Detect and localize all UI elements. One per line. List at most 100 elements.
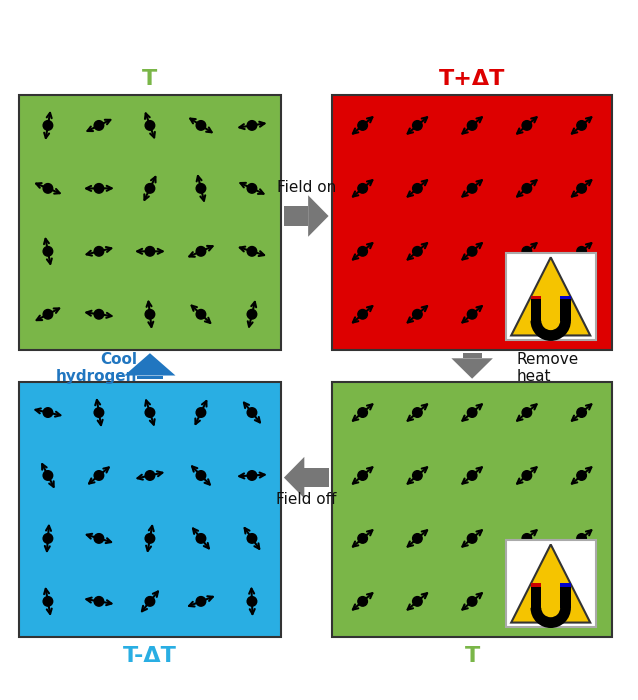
Circle shape [247,407,256,417]
Circle shape [358,533,367,543]
Circle shape [94,246,104,256]
Circle shape [522,309,531,319]
Circle shape [522,120,531,130]
Text: T: T [464,646,480,666]
Circle shape [94,183,104,193]
Circle shape [247,596,256,606]
Circle shape [196,596,205,606]
Bar [332,94,612,350]
Circle shape [522,407,531,417]
Text: T: T [142,69,158,89]
Circle shape [43,596,53,606]
Circle shape [358,120,367,130]
Circle shape [43,120,53,130]
Circle shape [467,246,477,256]
Circle shape [43,309,53,319]
Circle shape [522,183,531,193]
Circle shape [94,596,104,606]
Polygon shape [284,457,304,498]
Circle shape [43,407,53,417]
Text: T-ΔT: T-ΔT [123,646,177,666]
Bar [463,354,482,358]
Circle shape [522,533,531,543]
Circle shape [196,120,205,130]
Circle shape [94,407,104,417]
Circle shape [358,596,367,606]
Circle shape [43,533,53,543]
Circle shape [196,183,205,193]
Bar [19,94,281,350]
Circle shape [145,309,154,319]
Circle shape [43,470,53,480]
Circle shape [196,407,205,417]
Bar [506,253,596,340]
Circle shape [467,596,477,606]
Circle shape [413,470,422,480]
Bar [531,583,541,587]
Circle shape [358,309,367,319]
Circle shape [467,470,477,480]
Circle shape [196,470,205,480]
Circle shape [522,596,531,606]
Bar [560,296,571,300]
Bar [560,583,571,587]
Circle shape [358,407,367,417]
Circle shape [413,246,422,256]
Polygon shape [124,354,175,375]
Polygon shape [511,545,590,622]
Circle shape [413,309,422,319]
Circle shape [358,470,367,480]
Circle shape [413,120,422,130]
Circle shape [358,246,367,256]
Circle shape [94,120,104,130]
Text: Remove
heat: Remove heat [517,351,579,384]
Circle shape [247,246,256,256]
Circle shape [577,309,586,319]
Circle shape [467,120,477,130]
Bar [560,300,571,321]
Circle shape [577,183,586,193]
Text: Field off: Field off [276,492,336,508]
Circle shape [467,407,477,417]
Circle shape [577,246,586,256]
Circle shape [577,470,586,480]
Circle shape [145,533,154,543]
Circle shape [94,309,104,319]
Bar [332,382,612,637]
Circle shape [247,470,256,480]
Bar [531,300,541,321]
Wedge shape [531,321,571,341]
Circle shape [94,533,104,543]
Bar [531,296,541,300]
Bar [19,382,281,637]
Circle shape [467,533,477,543]
Circle shape [196,246,205,256]
Circle shape [413,533,422,543]
Circle shape [145,407,154,417]
Text: Field on: Field on [277,180,336,195]
Text: T+ΔT: T+ΔT [439,69,505,89]
Bar [304,468,329,487]
Circle shape [43,183,53,193]
Text: Cool
hydrogen: Cool hydrogen [56,351,137,384]
Circle shape [467,309,477,319]
Circle shape [43,246,53,256]
Circle shape [577,407,586,417]
Circle shape [196,533,205,543]
Bar [506,540,596,627]
Bar [137,375,163,379]
Circle shape [522,246,531,256]
Circle shape [247,533,256,543]
Bar [531,587,541,608]
Circle shape [413,407,422,417]
Circle shape [358,183,367,193]
Polygon shape [451,358,493,379]
Circle shape [467,183,477,193]
Circle shape [522,470,531,480]
Polygon shape [308,195,329,237]
Circle shape [145,183,154,193]
Circle shape [577,596,586,606]
Polygon shape [511,258,590,335]
Circle shape [247,120,256,130]
Circle shape [145,120,154,130]
